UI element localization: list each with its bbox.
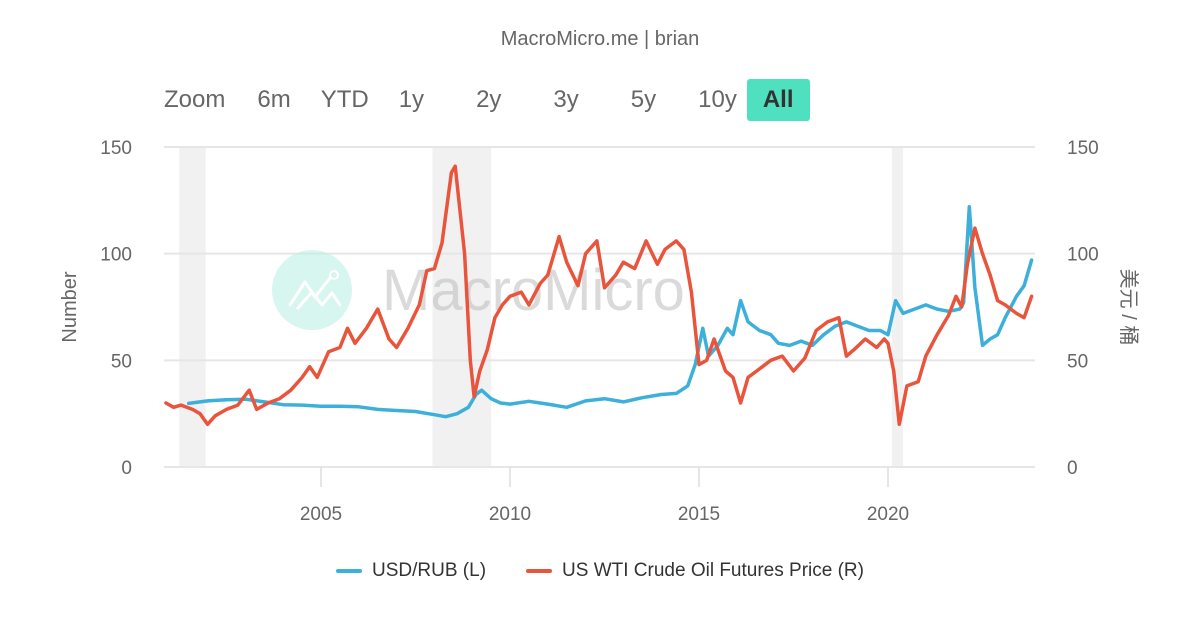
legend: USD/RUB (L) US WTI Crude Oil Futures Pri… xyxy=(0,560,1200,582)
y-tick-left: 0 xyxy=(121,458,132,479)
legend-item-usdrub[interactable]: USD/RUB (L) xyxy=(336,560,486,582)
range-button-3y[interactable]: 3y xyxy=(553,86,579,113)
range-button-1y[interactable]: 1y xyxy=(398,86,425,113)
y-tick-left: 150 xyxy=(100,138,132,159)
series-lines xyxy=(164,164,1034,427)
chart-credit: MacroMicro.me | brian xyxy=(500,28,700,50)
x-tick: 2005 xyxy=(300,504,342,525)
y-axis-left-title: Number xyxy=(59,271,81,342)
range-button-ytd[interactable]: YTD xyxy=(320,86,369,113)
zoom-label: Zoom xyxy=(164,86,226,113)
y-axis-right: 0 50 100 150 xyxy=(1067,138,1099,479)
range-button-6m[interactable]: 6m xyxy=(257,86,291,113)
y-tick-right: 0 xyxy=(1067,458,1078,479)
series-line-usdrub xyxy=(186,204,1034,419)
legend-label-usdrub: USD/RUB (L) xyxy=(372,560,487,581)
y-tick-right: 50 xyxy=(1067,351,1088,372)
y-tick-right: 150 xyxy=(1067,138,1099,159)
x-tick: 2020 xyxy=(867,504,909,525)
range-button-all[interactable]: All xyxy=(746,79,810,121)
y-tick-left: 50 xyxy=(111,351,132,372)
x-axis: 2005 2010 2015 2020 xyxy=(300,467,909,525)
recession-band xyxy=(432,147,492,467)
range-selector: Zoom 6m YTD 1y 2y 3y 5y 10y All xyxy=(160,78,810,122)
range-button-10y[interactable]: 10y xyxy=(698,86,737,113)
range-button-2y[interactable]: 2y xyxy=(476,86,502,113)
legend-swatch-wti xyxy=(526,569,553,573)
y-tick-right: 100 xyxy=(1067,245,1099,266)
y-axis-right-title: 美元 / 桶 xyxy=(1117,269,1140,346)
legend-item-wti[interactable]: US WTI Crude Oil Futures Price (R) xyxy=(526,560,864,582)
y-tick-left: 100 xyxy=(100,245,132,266)
x-tick: 2015 xyxy=(678,504,720,525)
series-line-wti xyxy=(164,164,1034,427)
range-button-5y[interactable]: 5y xyxy=(630,86,657,113)
legend-swatch-usdrub xyxy=(336,569,363,573)
watermark-text: MacroMicro xyxy=(382,258,685,323)
legend-label-wti: US WTI Crude Oil Futures Price (R) xyxy=(562,560,864,581)
x-tick: 2010 xyxy=(489,504,531,525)
y-axis-left: 0 50 100 150 xyxy=(100,138,132,479)
